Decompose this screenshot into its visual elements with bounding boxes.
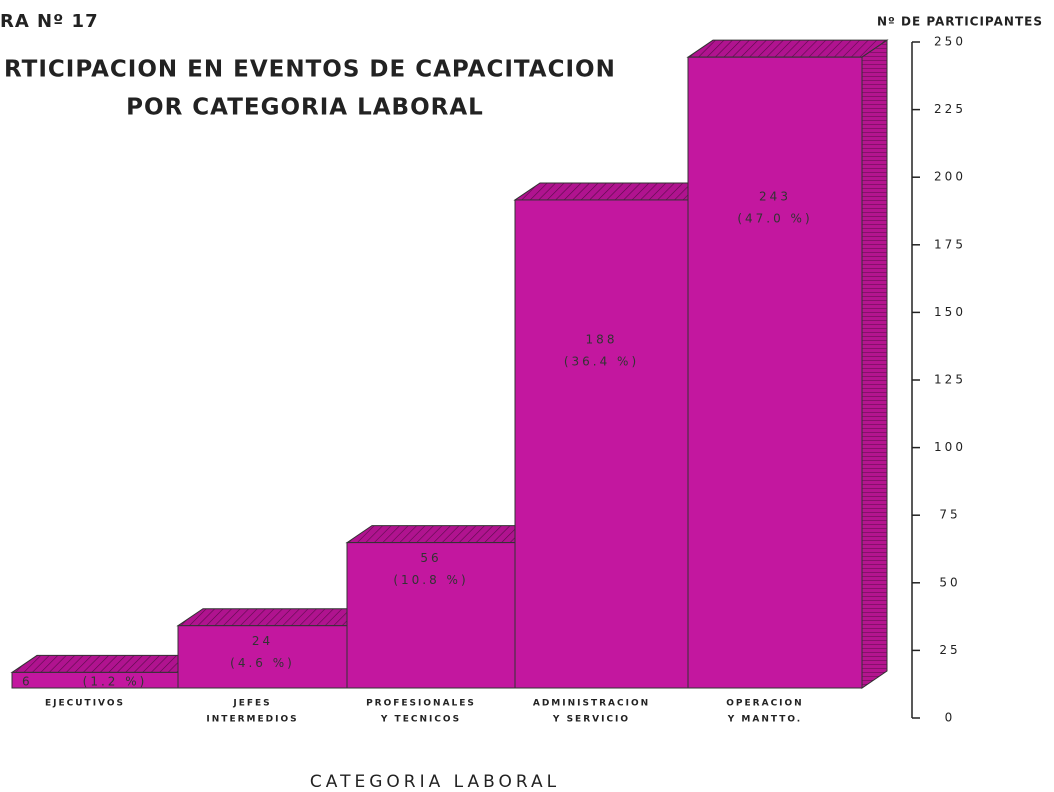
y-tick-label: 50 (939, 575, 960, 589)
chart-title: POR CATEGORIA LABORAL (126, 95, 484, 121)
value-label: 188 (586, 332, 618, 346)
bar-top (176, 608, 374, 627)
bar-side (861, 39, 888, 689)
bar (686, 39, 889, 689)
bar (345, 525, 542, 689)
bar (513, 182, 715, 689)
y-tick-label: 200 (934, 170, 966, 184)
bar-front (177, 625, 348, 689)
figure-label: RA Nº 17 (0, 11, 99, 32)
bar (10, 654, 205, 689)
bar-top (686, 39, 889, 58)
y-tick-label: 0 (945, 711, 956, 725)
x-tick-label: EJECUTIVOS (45, 699, 125, 709)
bar-top (345, 525, 542, 544)
bar-front (346, 542, 516, 689)
x-tick-label: JEFES (232, 699, 271, 709)
value-label: 243 (759, 190, 791, 204)
bar-front (687, 56, 863, 689)
bar-top (513, 182, 715, 201)
value-label: 6 (22, 675, 33, 689)
y-tick-label: 125 (934, 373, 966, 387)
y-tick-label: 150 (934, 305, 966, 319)
y-tick-label: 75 (939, 508, 960, 522)
y-tick-label: 225 (934, 102, 966, 116)
bar-top (10, 654, 205, 673)
share-label: (10.8 %) (393, 573, 468, 587)
x-tick-label: Y TECNICOS (380, 715, 461, 725)
y-tick-label: 25 (939, 643, 960, 657)
bar-front (514, 199, 689, 689)
value-label: 56 (420, 551, 441, 565)
share-label: (36.4 %) (564, 354, 639, 368)
x-tick-label: ADMINISTRACION (533, 699, 650, 709)
y-axis-label: Nº DE PARTICIPANTES (877, 15, 1043, 29)
y-tick-label: 175 (934, 237, 966, 251)
x-axis-label: CATEGORIA LABORAL (310, 772, 560, 792)
chart-title: RTICIPACION EN EVENTOS DE CAPACITACION (4, 57, 616, 83)
x-tick-label: Y SERVICIO (552, 715, 630, 725)
y-tick-label: 250 (934, 35, 966, 49)
value-label: 24 (252, 634, 273, 648)
x-tick-label: PROFESIONALES (366, 699, 476, 709)
share-label: (1.2 %) (83, 675, 148, 689)
share-label: (4.6 %) (230, 656, 295, 670)
share-label: (47.0 %) (737, 212, 812, 226)
x-tick-label: Y MANTTO. (727, 715, 802, 725)
y-tick-label: 100 (934, 440, 966, 454)
x-tick-label: INTERMEDIOS (206, 715, 298, 725)
bar (176, 608, 374, 689)
x-tick-label: OPERACION (726, 699, 803, 709)
